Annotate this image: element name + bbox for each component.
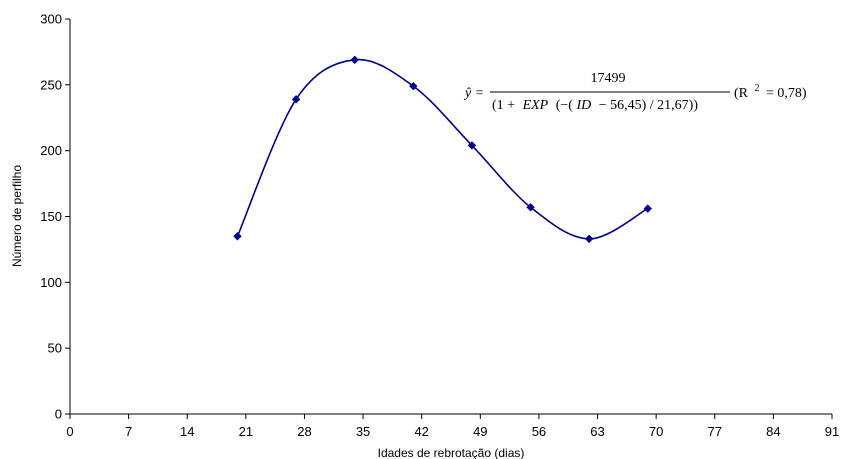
equation-denominator: (1 + EXP (−( ID − 56,45) / 21,67)) bbox=[492, 98, 698, 113]
data-point-marker bbox=[291, 95, 301, 104]
den-exp: EXP bbox=[522, 98, 549, 113]
data-point-marker bbox=[233, 232, 242, 241]
y-tick-label: 200 bbox=[40, 143, 62, 158]
series-markers bbox=[233, 55, 652, 244]
x-tick-label: 56 bbox=[532, 424, 546, 439]
x-axis-title: Idades de rebrotação (dias) bbox=[378, 446, 525, 459]
y-tick-label: 50 bbox=[48, 341, 62, 356]
x-tick-label: 14 bbox=[180, 424, 194, 439]
y-tick-label: 300 bbox=[40, 12, 62, 27]
y-tick-label: 150 bbox=[40, 209, 62, 224]
x-tick-label: 70 bbox=[649, 424, 663, 439]
data-point-marker bbox=[350, 55, 359, 65]
y-ticks: 0 50 100 150 200 250 300 bbox=[40, 12, 70, 422]
data-point-marker bbox=[584, 234, 594, 244]
equation-r2: (R 2 = 0,78) bbox=[734, 80, 807, 101]
x-tick-label: 21 bbox=[239, 424, 253, 439]
r2-sup: 2 bbox=[755, 83, 760, 94]
y-tick-label: 0 bbox=[55, 407, 62, 422]
equation-lhs: ŷ = bbox=[463, 86, 484, 101]
x-tick-label: 0 bbox=[66, 424, 73, 439]
x-tick-label: 49 bbox=[473, 424, 487, 439]
x-ticks: 0 7 14 21 28 35 42 49 56 63 70 77 84 91 bbox=[66, 414, 839, 439]
y-tick-label: 100 bbox=[40, 275, 62, 290]
data-point-marker bbox=[643, 204, 652, 213]
x-tick-label: 35 bbox=[356, 424, 370, 439]
den-id: ID bbox=[575, 98, 591, 113]
x-tick-label: 84 bbox=[766, 424, 780, 439]
x-tick-label: 91 bbox=[825, 424, 839, 439]
data-point-marker bbox=[409, 81, 418, 91]
den-open: (1 + bbox=[492, 98, 515, 113]
den-mid1: (−( bbox=[556, 98, 574, 113]
equation-numerator: 17499 bbox=[591, 71, 626, 86]
r2-open: (R bbox=[734, 86, 749, 101]
den-rest: − 56,45) / 21,67)) bbox=[599, 98, 699, 113]
data-point-marker bbox=[526, 203, 535, 212]
data-point-marker bbox=[467, 141, 477, 150]
series-line bbox=[236, 58, 649, 240]
r2-close: = 0,78) bbox=[766, 86, 807, 101]
equation-annotation: ŷ = 17499 (1 + EXP (−( ID − 56,45) / 21,… bbox=[463, 71, 807, 113]
x-tick-label: 63 bbox=[590, 424, 604, 439]
y-axis-title: Número de perfilho bbox=[10, 165, 24, 267]
x-tick-label: 28 bbox=[297, 424, 311, 439]
x-tick-label: 42 bbox=[414, 424, 428, 439]
x-tick-label: 7 bbox=[125, 424, 132, 439]
y-tick-label: 250 bbox=[40, 77, 62, 92]
x-tick-label: 77 bbox=[708, 424, 722, 439]
